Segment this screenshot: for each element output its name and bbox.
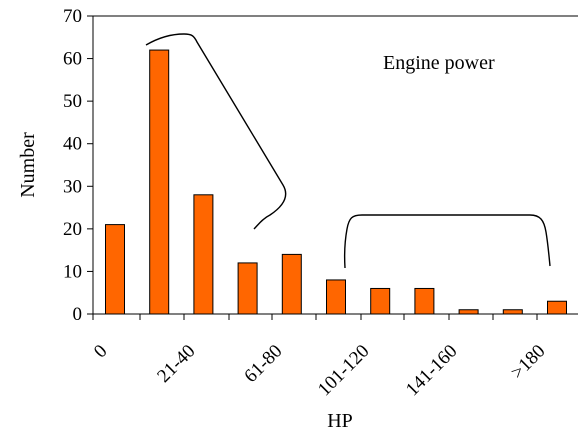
bar <box>149 49 170 315</box>
x-tick-label: 0 <box>90 341 112 363</box>
bars <box>105 49 567 315</box>
y-tick-label: 0 <box>73 304 83 325</box>
bracket-left <box>145 33 287 230</box>
y-tick-label: 60 <box>63 49 82 70</box>
y-tick-label: 70 <box>63 6 82 27</box>
bar <box>370 287 391 315</box>
bar <box>326 279 346 315</box>
y-ticks: 0 10 20 30 40 50 60 70 <box>63 6 93 325</box>
bar <box>458 309 479 315</box>
y-axis-title: Number <box>17 132 39 198</box>
y-tick-label: 20 <box>63 219 82 240</box>
x-tick-label: 101-120 <box>314 341 374 401</box>
bar <box>281 253 302 315</box>
x-tick-labels: 0 21-40 61-80 101-120 141-160 >180 <box>90 341 550 401</box>
x-tick-label: 61-80 <box>240 341 286 387</box>
y-tick-label: 30 <box>63 176 82 197</box>
y-tick-label: 40 <box>63 134 82 155</box>
y-tick-label: 50 <box>63 91 82 112</box>
x-tick-label: 21-40 <box>153 341 199 387</box>
x-tick-label: 141-160 <box>402 341 462 401</box>
bar <box>237 262 258 315</box>
x-ticks <box>92 314 538 320</box>
y-tick-label: 10 <box>63 261 82 282</box>
bar <box>193 194 214 315</box>
bar <box>547 300 567 315</box>
x-axis-title: HP <box>327 410 353 432</box>
x-tick-label: >180 <box>507 341 550 384</box>
bar <box>502 309 523 315</box>
bar <box>414 287 435 315</box>
bracket-right <box>343 214 551 269</box>
annotation-engine-power: Engine power <box>383 52 495 74</box>
bar <box>105 224 125 315</box>
